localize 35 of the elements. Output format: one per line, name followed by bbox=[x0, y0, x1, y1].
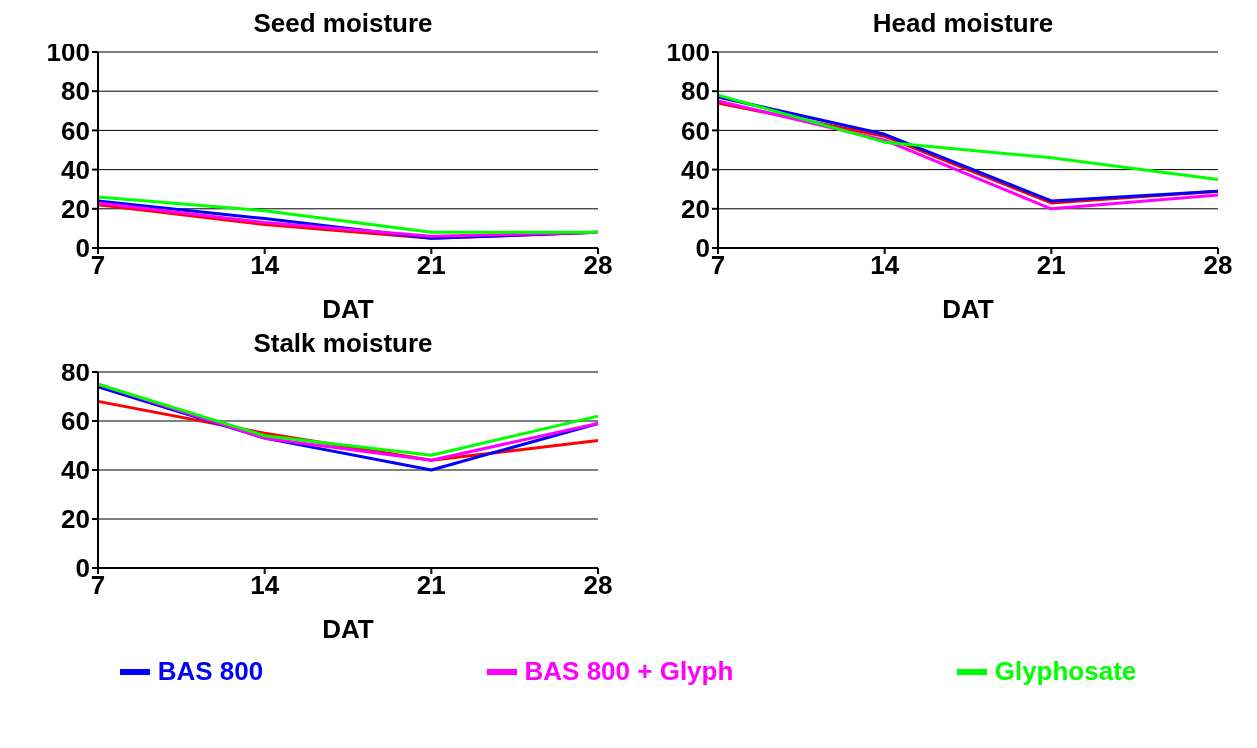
x-axis-title: DAT bbox=[322, 614, 374, 644]
chart-title: Head moisture bbox=[872, 8, 1054, 38]
x-axis-title: DAT bbox=[322, 294, 374, 324]
legend-label: Glyphosate bbox=[993, 656, 1137, 687]
y-tick-label: 20 bbox=[681, 194, 710, 225]
y-tick-label: 20 bbox=[61, 194, 90, 225]
x-axis-title: DAT bbox=[942, 294, 994, 324]
y-tick-label: 60 bbox=[61, 406, 90, 437]
y-tick-label: 20 bbox=[61, 504, 90, 535]
x-tick-label: 28 bbox=[1203, 250, 1233, 281]
x-tick-label: 14 bbox=[870, 250, 900, 281]
y-tick-label: 40 bbox=[61, 154, 90, 185]
y-tick-label: 0 bbox=[75, 233, 90, 264]
y-tick-label: 60 bbox=[61, 115, 90, 146]
y-tick-label: 40 bbox=[61, 455, 90, 486]
chart-title: Seed moisture bbox=[253, 8, 433, 38]
y-tick-label: 60 bbox=[681, 115, 710, 146]
legend-label: BAS 800 bbox=[156, 656, 264, 687]
y-tick-label: 0 bbox=[695, 233, 710, 264]
legend-label: BAS 800 + Glyph bbox=[523, 656, 734, 687]
x-tick-label: 7 bbox=[710, 250, 726, 281]
y-tick-label: 0 bbox=[75, 553, 90, 584]
y-tick-label: 80 bbox=[681, 76, 710, 107]
x-tick-label: 7 bbox=[90, 250, 106, 281]
chart-title: Stalk moisture bbox=[253, 328, 433, 358]
x-tick-label: 21 bbox=[416, 250, 446, 281]
x-tick-label: 7 bbox=[90, 570, 106, 601]
x-tick-label: 21 bbox=[416, 570, 446, 601]
x-tick-label: 28 bbox=[583, 570, 613, 601]
x-tick-label: 14 bbox=[250, 570, 280, 601]
x-tick-label: 28 bbox=[583, 250, 613, 281]
x-tick-label: 14 bbox=[250, 250, 280, 281]
y-tick-label: 80 bbox=[61, 76, 90, 107]
y-tick-label: 40 bbox=[681, 154, 710, 185]
x-tick-label: 21 bbox=[1036, 250, 1066, 281]
